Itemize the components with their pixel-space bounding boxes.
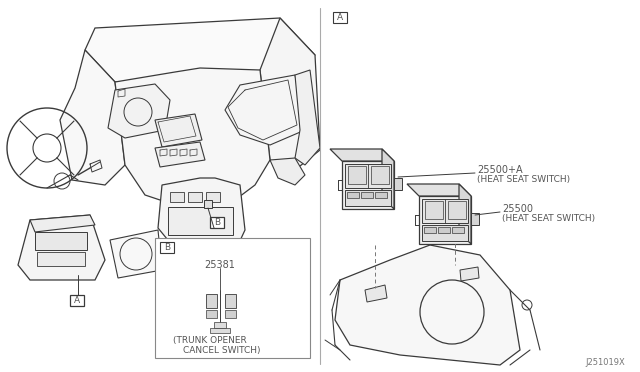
Text: A: A (337, 13, 343, 22)
Polygon shape (382, 149, 394, 209)
Text: (HEAT SEAT SWITCH): (HEAT SEAT SWITCH) (477, 175, 570, 184)
Bar (425, 201, 443, 219)
Bar (206, 294, 217, 308)
Bar (225, 294, 236, 308)
Polygon shape (115, 68, 270, 210)
Polygon shape (459, 184, 471, 244)
Bar (175, 238, 225, 250)
Polygon shape (330, 149, 394, 161)
Bar (448, 201, 466, 219)
Bar (371, 166, 389, 185)
Bar (168, 207, 233, 235)
Bar (422, 225, 468, 241)
Text: 25500+A: 25500+A (477, 165, 523, 175)
Polygon shape (407, 184, 471, 196)
Bar (361, 192, 373, 198)
Polygon shape (158, 178, 245, 252)
Polygon shape (260, 18, 320, 170)
Bar (170, 192, 184, 202)
Bar (188, 192, 202, 202)
Bar (206, 192, 220, 202)
Bar (206, 310, 217, 318)
Polygon shape (394, 178, 402, 190)
Bar (70, 295, 84, 306)
Bar (422, 199, 468, 224)
Polygon shape (471, 213, 479, 225)
Text: B: B (164, 243, 170, 252)
Polygon shape (201, 290, 239, 322)
Bar (35, 232, 87, 250)
Bar (204, 200, 212, 208)
Bar (424, 227, 436, 232)
Bar (333, 12, 347, 23)
Bar (210, 328, 230, 333)
Text: 25381: 25381 (205, 260, 236, 270)
Text: A: A (74, 296, 80, 305)
Bar (225, 310, 236, 318)
Polygon shape (110, 230, 162, 278)
Polygon shape (460, 267, 479, 281)
Polygon shape (18, 215, 105, 280)
Bar (345, 190, 391, 206)
Bar (214, 322, 226, 328)
Polygon shape (155, 142, 205, 167)
Polygon shape (419, 196, 471, 244)
Bar (347, 192, 359, 198)
Polygon shape (225, 75, 305, 145)
Text: (TRUNK OPENER: (TRUNK OPENER (173, 336, 247, 345)
Bar (155, 238, 310, 358)
Polygon shape (270, 158, 305, 185)
Polygon shape (335, 245, 520, 365)
Text: CANCEL SWITCH): CANCEL SWITCH) (183, 346, 260, 355)
Text: B: B (214, 218, 220, 227)
Polygon shape (295, 70, 320, 165)
Bar (452, 227, 464, 232)
Text: 25500: 25500 (502, 204, 533, 214)
Bar (375, 192, 387, 198)
Bar (345, 164, 391, 188)
Polygon shape (342, 161, 394, 209)
Bar (160, 242, 174, 253)
Bar (348, 166, 366, 185)
Polygon shape (155, 114, 202, 147)
Bar (210, 217, 224, 228)
Polygon shape (193, 282, 239, 290)
Text: J251019X: J251019X (585, 358, 625, 367)
Polygon shape (108, 84, 170, 138)
Bar (37, 252, 85, 266)
Polygon shape (365, 285, 387, 302)
Polygon shape (60, 50, 125, 185)
Polygon shape (85, 18, 315, 82)
Polygon shape (231, 282, 239, 322)
Bar (438, 227, 450, 232)
Polygon shape (30, 215, 95, 232)
Text: (HEAT SEAT SWITCH): (HEAT SEAT SWITCH) (502, 214, 595, 223)
